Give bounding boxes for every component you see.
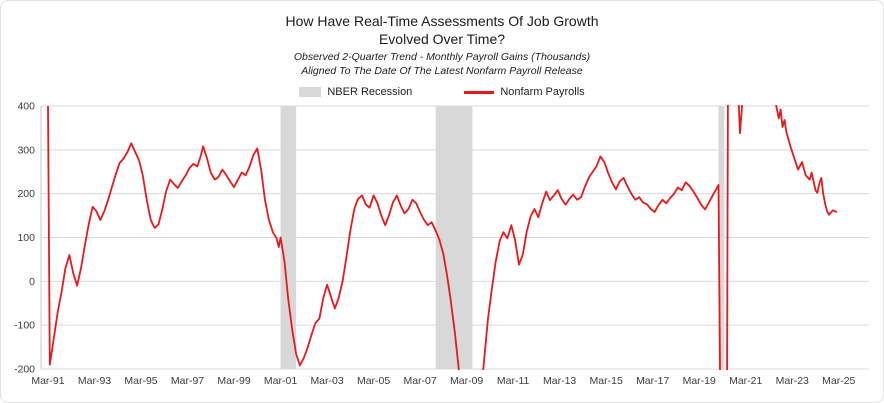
legend: NBER Recession Nonfarm Payrolls bbox=[1, 86, 883, 98]
legend-label-nber-recession: NBER Recession bbox=[327, 86, 413, 99]
chart-title-line1: How Have Real-Time Assessments Of Job Gr… bbox=[285, 13, 599, 29]
payrolls-swatch-icon bbox=[464, 90, 495, 94]
x-tick-label: Mar-07 bbox=[403, 375, 436, 387]
x-tick-label: Mar-05 bbox=[357, 375, 390, 387]
y-tick-label: 0 bbox=[29, 276, 35, 288]
x-tick-label: Mar-15 bbox=[590, 375, 623, 387]
chart-title: How Have Real-Time Assessments Of Job Gr… bbox=[1, 13, 883, 48]
chart-subtitle: Observed 2-Quarter Trend - Monthly Payro… bbox=[1, 51, 883, 78]
x-tick-label: Mar-01 bbox=[264, 375, 297, 387]
legend-label-nonfarm-payrolls: Nonfarm Payrolls bbox=[500, 86, 585, 99]
x-tick-label: Mar-91 bbox=[31, 375, 64, 387]
y-tick-label: -200 bbox=[14, 364, 35, 376]
x-tick-label: Mar-03 bbox=[310, 375, 343, 387]
y-tick-label: -100 bbox=[14, 320, 35, 332]
x-tick-label: Mar-23 bbox=[776, 375, 809, 387]
x-tick-label: Mar-21 bbox=[729, 375, 762, 387]
x-tick-label: Mar-93 bbox=[78, 375, 111, 387]
x-tick-label: Mar-99 bbox=[217, 375, 250, 387]
x-tick-label: Mar-19 bbox=[683, 375, 716, 387]
legend-item-nonfarm-payrolls: Nonfarm Payrolls bbox=[464, 86, 585, 99]
x-tick-label: Mar-13 bbox=[543, 375, 576, 387]
x-tick-label: Mar-25 bbox=[822, 375, 855, 387]
recession-swatch-icon bbox=[299, 87, 322, 98]
chart-subtitle-line2: Aligned To The Date Of The Latest Nonfar… bbox=[301, 64, 583, 77]
x-tick-label: Mar-97 bbox=[171, 375, 204, 387]
legend-item-nber-recession: NBER Recession bbox=[299, 86, 412, 98]
chart-title-line2: Evolved Over Time? bbox=[378, 30, 506, 47]
x-tick-label: Mar-11 bbox=[497, 375, 530, 387]
x-tick-label: Mar-17 bbox=[636, 375, 669, 387]
chart-header: How Have Real-Time Assessments Of Job Gr… bbox=[1, 1, 883, 98]
payrolls-line bbox=[47, 105, 838, 370]
y-tick-label: 200 bbox=[17, 188, 35, 200]
y-tick-label: 100 bbox=[17, 232, 35, 244]
y-tick-label: 300 bbox=[17, 144, 35, 156]
chart-subtitle-line1: Observed 2-Quarter Trend - Monthly Payro… bbox=[293, 51, 591, 63]
x-tick-label: Mar-95 bbox=[124, 375, 157, 387]
y-tick-label: 400 bbox=[17, 101, 35, 113]
x-tick-label: Mar-09 bbox=[450, 375, 483, 387]
